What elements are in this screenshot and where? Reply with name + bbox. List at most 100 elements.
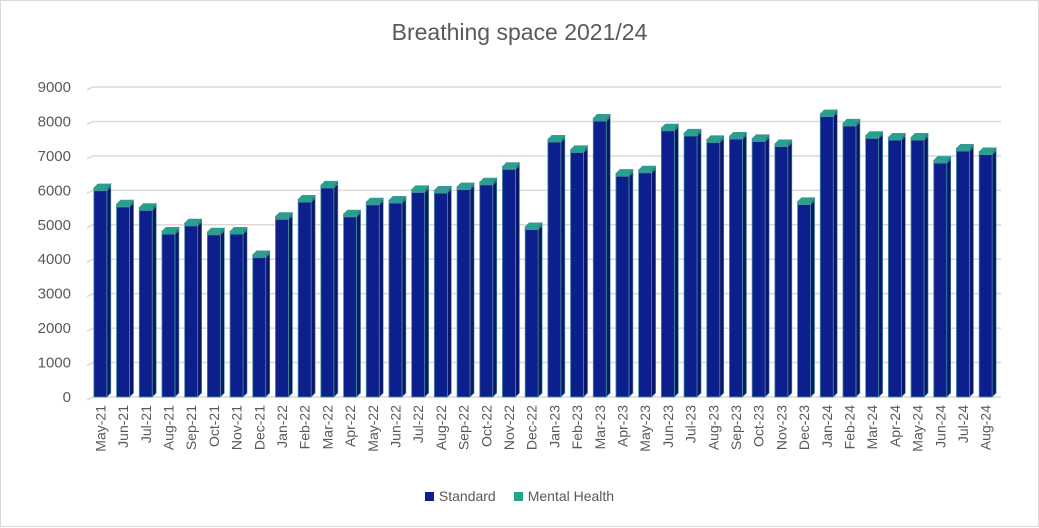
bar-standard	[638, 172, 653, 398]
bar-mental-health	[933, 159, 948, 164]
bar-standard	[819, 116, 834, 398]
x-tick-label: May-24	[910, 405, 926, 452]
legend-swatch-standard	[424, 491, 434, 501]
bar-mental-health	[547, 138, 562, 143]
legend-label-mental-health: Mental Health	[527, 488, 615, 504]
legend-item-standard: Standard	[424, 488, 496, 504]
bar-mental-health	[638, 169, 653, 174]
bar-standard	[797, 204, 811, 398]
bar-standard-side	[288, 214, 293, 398]
bar-mental-health	[797, 201, 811, 205]
bar-standard	[524, 229, 539, 398]
bar-mental-health-top	[569, 145, 589, 150]
bar-mental-health-top	[524, 222, 543, 228]
bar-mental-health	[978, 151, 993, 155]
bar-mental-health	[411, 189, 426, 193]
bar-mental-health-top	[433, 186, 453, 191]
x-tick-label: Apr-23	[614, 405, 630, 447]
x-tick-label: Jun-21	[115, 405, 131, 448]
bar-mental-health-top	[342, 209, 362, 215]
x-tick-label: Mar-22	[319, 405, 335, 450]
bar-mental-health	[774, 143, 789, 147]
y-tick-label: 6000	[38, 182, 71, 199]
y-tick-label: 1000	[38, 355, 71, 372]
bar-standard	[933, 162, 948, 398]
x-tick-label: Jul-24	[955, 405, 971, 443]
legend-label-standard: Standard	[438, 488, 496, 504]
x-tick-label: Jul-21	[138, 405, 154, 443]
bar-mental-health	[570, 149, 584, 153]
bar-standard-side	[991, 149, 997, 398]
bar-mental-health	[865, 135, 880, 139]
bar-standard-side	[492, 180, 498, 398]
x-tick-label: Dec-23	[796, 405, 812, 450]
bar-mental-health-top	[501, 162, 521, 167]
bar-mental-health	[433, 189, 448, 194]
bar-standard	[547, 141, 562, 398]
bar-mental-health-top	[93, 183, 112, 189]
x-tick-label: Feb-24	[841, 405, 857, 450]
bar-mental-health-top	[274, 212, 294, 217]
bar-mental-health	[365, 201, 380, 206]
bar-standard	[93, 190, 108, 398]
bar-standard-side	[969, 146, 974, 398]
bar-standard	[615, 175, 630, 398]
bar-standard	[411, 191, 426, 398]
bar-standard	[297, 201, 312, 398]
bar-mental-health-top	[456, 182, 475, 188]
bar-mental-health	[116, 203, 130, 208]
bar-mental-health-top	[365, 197, 384, 203]
bar-standard-side	[674, 126, 679, 398]
bar-standard	[729, 138, 743, 398]
gridline	[86, 86, 1001, 91]
bar-standard-side	[515, 164, 520, 398]
bar-mental-health	[887, 136, 902, 141]
x-tick-label: Jun-22	[387, 405, 403, 448]
bar-standard-side	[810, 199, 815, 398]
bar-mental-health	[388, 199, 403, 204]
x-tick-label: Nov-22	[501, 405, 517, 450]
x-tick-label: Nov-21	[229, 405, 245, 450]
bar-mental-health-top	[728, 131, 748, 137]
bar-standard-side	[537, 224, 543, 398]
x-tick-label: Sep-21	[183, 405, 199, 450]
bar-mental-health-top	[479, 177, 498, 183]
x-tick-label: Oct-22	[478, 405, 494, 447]
bar-standard-side	[605, 116, 611, 398]
bar-standard	[479, 184, 494, 398]
bar-mental-health	[751, 138, 766, 142]
bar-mental-health-top	[206, 227, 226, 233]
y-tick-label: 4000	[38, 251, 71, 268]
bar-standard	[706, 142, 721, 398]
bar-standard	[388, 202, 403, 398]
bar-mental-health-top	[660, 123, 680, 129]
bar-mental-health-top	[910, 132, 929, 138]
gridline	[86, 120, 1001, 126]
x-tick-label: Jun-24	[932, 405, 948, 448]
bar-standard-side	[651, 168, 656, 398]
bar-mental-health	[683, 132, 698, 137]
legend-swatch-mental-health	[513, 491, 523, 501]
bar-standard	[592, 120, 607, 398]
x-tick-label: Aug-24	[978, 405, 994, 450]
bar-standard	[570, 152, 584, 398]
bar-mental-health-top	[592, 114, 611, 119]
x-tick-label: Oct-23	[751, 405, 767, 447]
bar-mental-health-top	[161, 227, 180, 232]
bar-mental-health-top	[388, 196, 407, 201]
y-tick-label: 7000	[38, 148, 71, 165]
bar-standard-side	[583, 147, 588, 398]
x-tick-label: May-23	[637, 405, 653, 452]
bar-mental-health	[275, 216, 289, 220]
bar-standard-side	[878, 133, 883, 398]
y-tick-label: 3000	[38, 286, 71, 303]
bar-standard-side	[197, 221, 202, 398]
bar-mental-health	[956, 147, 970, 152]
bar-mental-health-top	[683, 128, 702, 134]
bar-mental-health-top	[819, 109, 838, 115]
bar-standard	[956, 150, 970, 398]
x-tick-label: Aug-22	[433, 405, 449, 450]
bar-standard	[116, 206, 130, 398]
bar-mental-health-top	[887, 132, 907, 138]
